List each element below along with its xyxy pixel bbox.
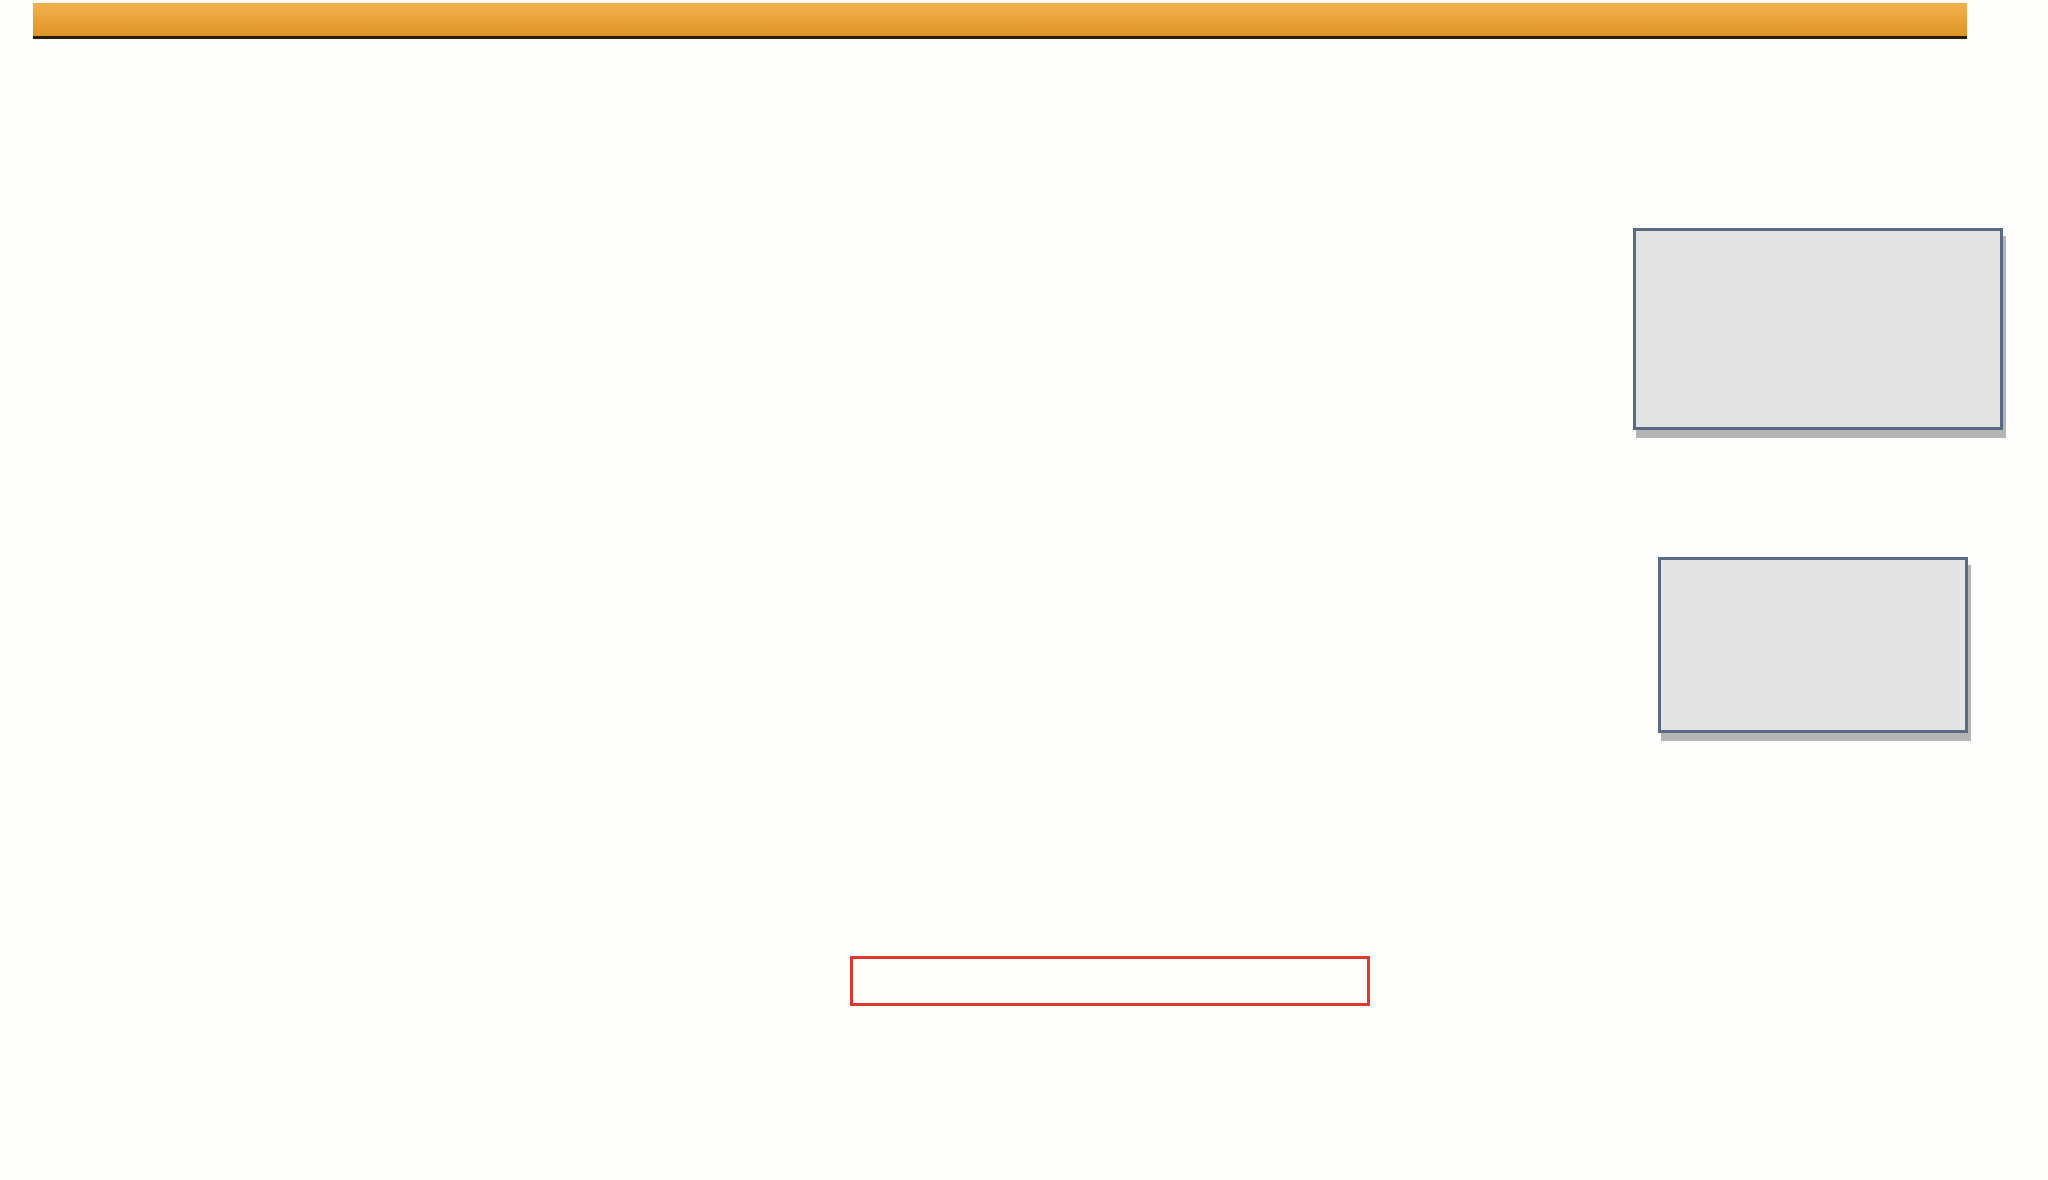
top-banner bbox=[33, 3, 1967, 39]
annotation-cumulative-reductions bbox=[1633, 228, 2003, 430]
annotation-homes-equivalent bbox=[1658, 557, 1968, 733]
